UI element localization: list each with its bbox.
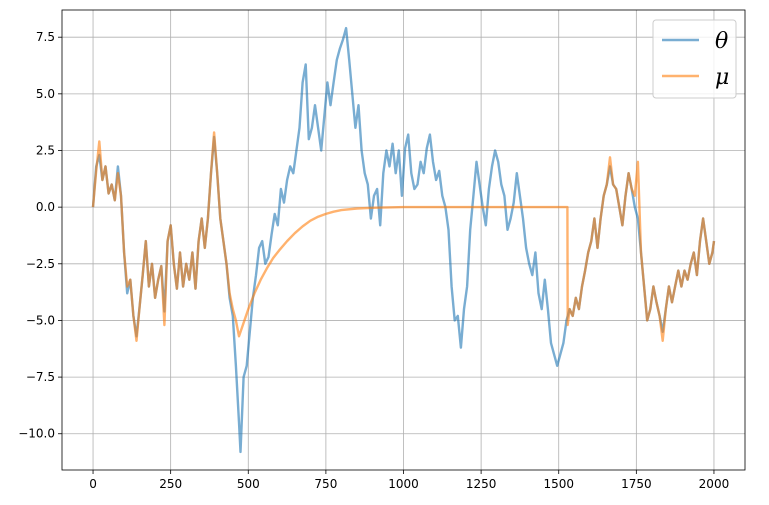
legend-label-theta: θ xyxy=(715,29,728,54)
y-tick-label: 7.5 xyxy=(36,30,55,44)
x-tick-label: 500 xyxy=(237,477,260,491)
x-tick-label: 2000 xyxy=(699,477,730,491)
x-tick-label: 750 xyxy=(314,477,337,491)
y-tick-label: 0.0 xyxy=(36,200,55,214)
x-axis: 0 250 500 750 1000 1250 1500 1750 2000 xyxy=(89,470,729,491)
y-tick-label: 2.5 xyxy=(36,143,55,157)
y-tick-label: −7.5 xyxy=(26,370,55,384)
grid xyxy=(62,10,745,470)
y-tick-label: −2.5 xyxy=(26,257,55,271)
x-tick-label: 1750 xyxy=(621,477,652,491)
x-tick-label: 250 xyxy=(159,477,182,491)
x-tick-label: 0 xyxy=(89,477,97,491)
x-tick-label: 1250 xyxy=(466,477,497,491)
series-layer xyxy=(91,26,716,454)
y-tick-label: 5.0 xyxy=(36,87,55,101)
y-tick-label: −10.0 xyxy=(18,427,55,441)
legend-label-mu: μ xyxy=(715,65,729,90)
x-tick-label: 1500 xyxy=(543,477,574,491)
y-axis: −10.0 −7.5 −5.0 −2.5 0.0 2.5 5.0 7.5 xyxy=(18,30,62,441)
legend: θ μ xyxy=(652,19,737,99)
x-tick-label: 1000 xyxy=(388,477,419,491)
y-tick-label: −5.0 xyxy=(26,313,55,327)
series-line-mu xyxy=(91,131,716,342)
